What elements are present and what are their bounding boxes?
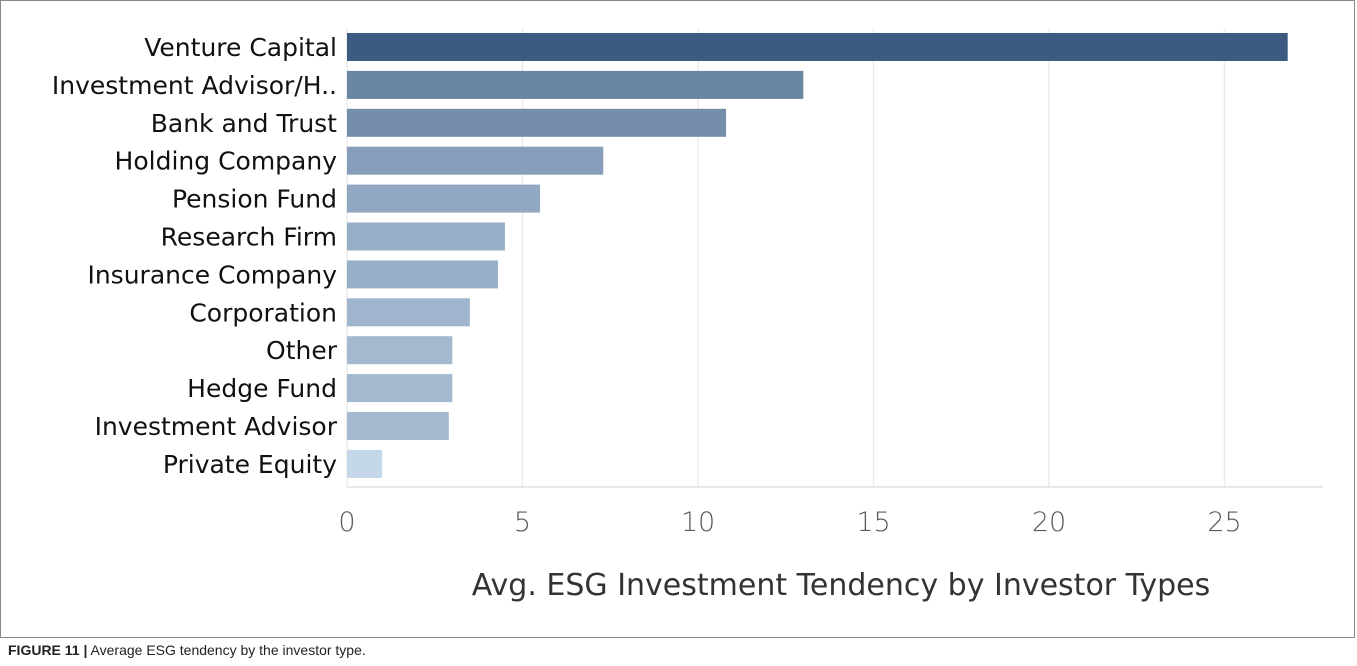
- bar-venture-capital: [347, 33, 1288, 61]
- bar-research-firm: [347, 222, 505, 251]
- category-label: Private Equity: [163, 450, 337, 479]
- x-tick-label: 5: [514, 507, 531, 538]
- caption-separator: |: [83, 642, 88, 658]
- category-label: Insurance Company: [87, 260, 337, 289]
- x-tick-label: 15: [856, 507, 890, 538]
- bar-holding-company: [347, 146, 604, 175]
- figure-number: FIGURE 11: [8, 642, 80, 658]
- category-label: Venture Capital: [144, 33, 337, 62]
- x-tick-label: 0: [338, 507, 355, 538]
- bar-pension-fund: [347, 184, 541, 213]
- category-label: Hedge Fund: [187, 374, 337, 403]
- bar-private-equity: [347, 449, 383, 478]
- bar-corporation: [347, 298, 470, 327]
- x-tick-label: 20: [1032, 507, 1066, 538]
- bar-hedge-fund: [347, 374, 453, 403]
- category-label: Investment Advisor: [95, 412, 338, 441]
- x-tick-label: 10: [681, 507, 715, 538]
- category-label: Research Firm: [161, 223, 337, 252]
- bar-insurance-company: [347, 260, 498, 289]
- caption-text: Average ESG tendency by the investor typ…: [90, 642, 366, 658]
- category-label: Other: [266, 336, 338, 365]
- bar-bank-and-trust: [347, 108, 727, 137]
- x-tick-label: 25: [1207, 507, 1241, 538]
- figure-frame: Venture Capital Investment Advisor/H.. Ban…: [0, 0, 1355, 638]
- x-axis-title: Avg. ESG Investment Tendency by Investor…: [472, 568, 1210, 603]
- bar-investment-advisor-h: [347, 70, 804, 99]
- category-label: Bank and Trust: [151, 109, 337, 138]
- bar-chart: Venture Capital Investment Advisor/H.. Ban…: [52, 29, 1323, 603]
- figure-caption: FIGURE 11 | Average ESG tendency by the …: [8, 642, 366, 658]
- bar-other: [347, 336, 453, 365]
- category-label: Pension Fund: [172, 185, 337, 214]
- category-label: Holding Company: [115, 147, 338, 176]
- bar-investment-advisor: [347, 412, 449, 440]
- category-label: Investment Advisor/H..: [52, 71, 337, 100]
- category-label: Corporation: [189, 298, 337, 327]
